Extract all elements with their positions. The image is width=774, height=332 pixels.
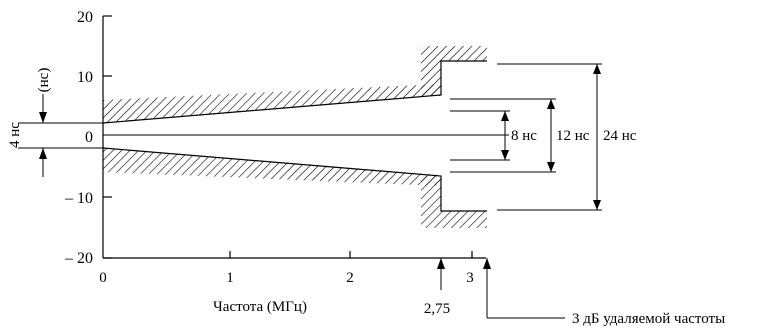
y-tick-label: 0 — [85, 129, 93, 146]
lower-step-hatch — [421, 176, 487, 228]
dimension-lines — [450, 63, 602, 211]
upper-step-hatch — [421, 46, 487, 96]
x-tick-label: 3 — [466, 270, 474, 286]
dim-label-8ns: 8 нс — [511, 128, 537, 144]
left-annotation: 4 нс (нс) — [7, 68, 103, 177]
x-tick-label: 1 — [226, 270, 234, 286]
marker-275-label: 2,75 — [424, 301, 450, 317]
x-tick-label: 0 — [99, 270, 107, 286]
x-tick-label: 2 — [346, 270, 354, 286]
y-tick-label: 10 — [77, 69, 93, 86]
y-tick-label: 20 — [77, 9, 93, 26]
upper-limit-line — [102, 60, 487, 124]
y-tick-label: – 10 — [64, 190, 93, 207]
y-side-label: 4 нс — [7, 122, 23, 148]
lower-limit-line — [102, 147, 487, 212]
upper-hatched-band — [103, 84, 441, 123]
lower-hatched-band — [103, 148, 441, 186]
marker-275: 2,75 — [424, 258, 450, 317]
x-axis-label: Частота (МГц) — [213, 299, 307, 315]
y-axis: 20 10 0 – 10 – 20 — [64, 9, 112, 267]
cutoff-note: 3 дБ удаляемой частоты — [572, 311, 725, 327]
dim-label-12ns: 12 нс — [556, 128, 590, 144]
y-tick-label: – 20 — [64, 250, 93, 267]
cutoff-marker: 3 дБ удаляемой частоты — [483, 258, 725, 327]
y-unit-label: (нс) — [36, 68, 52, 93]
x-axis: 0 1 2 3 Частота (МГц) — [99, 251, 486, 315]
dim-label-24ns: 24 нс — [603, 128, 637, 144]
